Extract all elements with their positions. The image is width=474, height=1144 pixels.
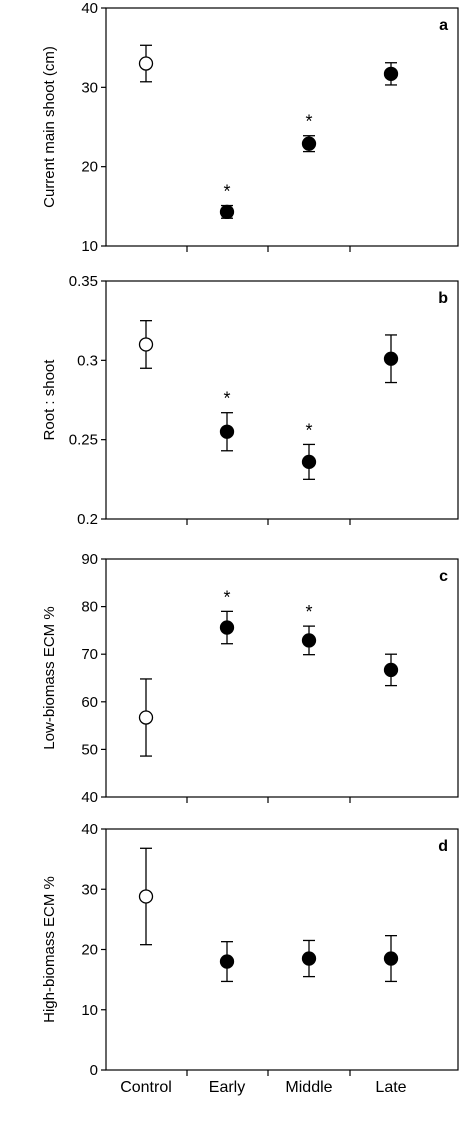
panel-a: 10 20 30 40 Current main shoot (cm) a * *	[41, 0, 459, 255]
panel-letter: a	[439, 17, 448, 34]
data-point-middle	[301, 136, 317, 151]
x-category-label: Control	[120, 1079, 172, 1096]
data-point-middle	[301, 951, 317, 966]
x-category-label: Middle	[285, 1079, 332, 1096]
data-point-control	[138, 337, 154, 352]
data-point-late	[383, 351, 399, 366]
panel-letter: d	[438, 838, 448, 855]
data-point-control	[138, 56, 154, 71]
y-tick-label: 60	[81, 694, 98, 711]
y-tick-label: 70	[81, 646, 98, 663]
data-point-early	[219, 620, 235, 635]
plot-frame	[105, 7, 459, 247]
panel-b: 0.2 0.25 0.3 0.35 Root : shoot b * *	[41, 273, 459, 528]
y-tick-label: 0.25	[69, 432, 98, 449]
data-point-control	[138, 889, 154, 904]
y-tick-label: 10	[81, 238, 98, 255]
significance-marker: *	[223, 389, 230, 409]
y-tick-label: 40	[81, 0, 98, 17]
data-point-late	[383, 662, 399, 678]
y-tick-label: 0	[90, 1062, 98, 1079]
y-axis-label: Root : shoot	[41, 359, 58, 441]
y-tick-label: 20	[81, 942, 98, 959]
significance-marker: *	[223, 587, 230, 607]
y-axis-label: Low-biomass ECM %	[41, 606, 58, 749]
data-point-early	[219, 204, 235, 220]
y-tick-label: 30	[81, 881, 98, 898]
x-category-label: Late	[375, 1079, 406, 1096]
data-point-middle	[301, 633, 317, 648]
plot-frame	[105, 828, 459, 1071]
plot-frame	[105, 280, 459, 520]
x-category-label: Early	[209, 1079, 245, 1096]
y-tick-label: 50	[81, 741, 98, 758]
y-tick-label: 0.35	[69, 273, 98, 290]
y-axis-label: High-biomass ECM %	[41, 876, 58, 1023]
significance-marker: *	[223, 182, 230, 202]
significance-marker: *	[305, 112, 312, 132]
y-tick-label: 40	[81, 789, 98, 806]
y-tick-label: 30	[81, 79, 98, 96]
y-tick-label: 0.2	[77, 511, 98, 528]
y-tick-label: 40	[81, 821, 98, 838]
panel-letter: c	[439, 568, 448, 585]
significance-marker: *	[305, 602, 312, 622]
data-point-middle	[301, 454, 317, 470]
data-point-late	[383, 951, 399, 966]
panel-letter: b	[438, 290, 448, 307]
y-tick-label: 0.3	[77, 352, 98, 369]
panel-c: 40 50 60 70 80 90 Low-biomass ECM % c * *	[41, 551, 459, 806]
data-point-early	[219, 954, 235, 969]
panel-d: 0 10 20 30 40 High-biomass ECM % d Control Early…	[41, 821, 459, 1096]
data-point-early	[219, 424, 235, 439]
data-point-late	[383, 66, 399, 81]
significance-marker: *	[305, 420, 312, 440]
y-axis-label: Current main shoot (cm)	[41, 46, 58, 208]
y-tick-label: 10	[81, 1002, 98, 1019]
data-point-control	[138, 710, 154, 725]
y-tick-label: 20	[81, 159, 98, 176]
y-tick-label: 80	[81, 599, 98, 616]
plot-frame	[105, 558, 459, 798]
y-tick-label: 90	[81, 551, 98, 568]
